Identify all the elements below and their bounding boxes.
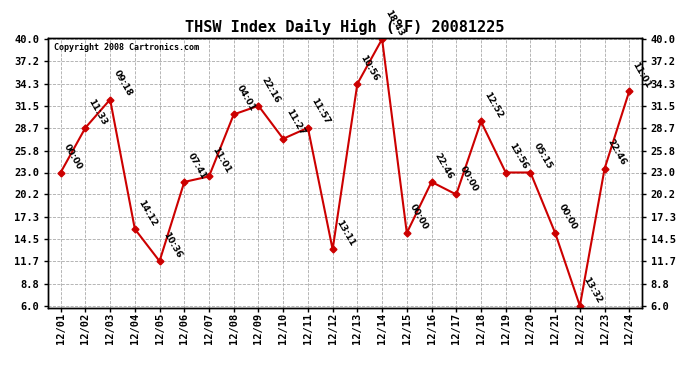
Text: 10:56: 10:56 [359, 53, 381, 82]
Text: 22:46: 22:46 [433, 151, 455, 180]
Text: 11:01: 11:01 [631, 60, 653, 90]
Text: 00:00: 00:00 [557, 203, 578, 231]
Text: 00:00: 00:00 [457, 164, 480, 193]
Text: 11:33: 11:33 [87, 97, 109, 126]
Text: 11:57: 11:57 [309, 97, 331, 126]
Text: 09:18: 09:18 [112, 69, 134, 98]
Text: 04:01: 04:01 [235, 84, 257, 113]
Text: Copyright 2008 Cartronics.com: Copyright 2008 Cartronics.com [55, 43, 199, 52]
Text: 14:12: 14:12 [136, 198, 159, 228]
Text: 13:32: 13:32 [581, 275, 603, 304]
Text: 00:00: 00:00 [408, 203, 430, 231]
Text: 07:41: 07:41 [186, 151, 208, 180]
Text: 22:16: 22:16 [260, 75, 282, 104]
Text: 18:43: 18:43 [384, 8, 406, 38]
Title: THSW Index Daily High (°F) 20081225: THSW Index Daily High (°F) 20081225 [186, 19, 504, 35]
Text: 13:56: 13:56 [507, 142, 529, 171]
Text: 12:52: 12:52 [482, 91, 504, 120]
Text: 13:11: 13:11 [334, 219, 356, 248]
Text: 11:01: 11:01 [210, 146, 233, 175]
Text: 00:00: 00:00 [62, 142, 84, 171]
Text: 22:46: 22:46 [606, 138, 628, 167]
Text: 11:27: 11:27 [284, 108, 307, 137]
Text: 05:15: 05:15 [532, 142, 554, 171]
Text: 10:36: 10:36 [161, 231, 183, 260]
